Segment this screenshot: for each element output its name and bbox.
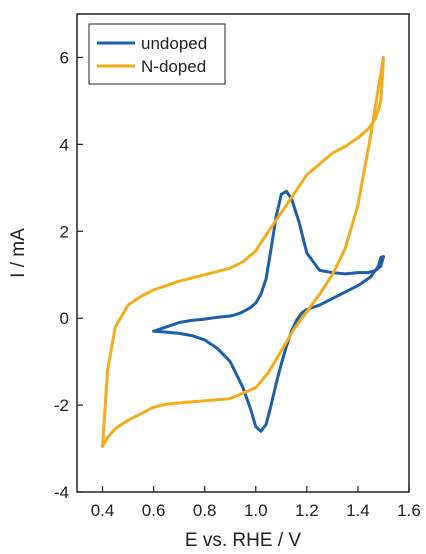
x-tick-label: 0.4 [91, 501, 115, 520]
legend-box [88, 23, 226, 85]
y-tick-label: 4 [60, 135, 69, 154]
x-axis-title: E vs. RHE / V [185, 530, 301, 551]
x-tick-label: 1.6 [397, 501, 421, 520]
x-tick-label: 1.2 [295, 501, 319, 520]
x-tick-label: 0.8 [193, 501, 217, 520]
x-tick-label: 1.4 [346, 501, 370, 520]
legend-label-undoped: undoped [141, 34, 207, 53]
x-tick-label: 0.6 [142, 501, 166, 520]
series-line-undoped [152, 189, 385, 433]
plot-frame [76, 13, 410, 493]
legend-label-n-doped: N-doped [141, 57, 206, 76]
y-tick-label: 2 [60, 222, 69, 241]
y-tick-label: 0 [60, 309, 69, 328]
y-tick-label: 6 [60, 48, 69, 67]
series-lines [101, 56, 385, 448]
x-tick-label: 1.0 [244, 501, 268, 520]
axis-ticks: 0.4 0.6 0.8 1.0 1.2 1.4 1.6 -4 -2 0 2 4 6 [54, 48, 421, 520]
y-tick-label: -2 [54, 396, 69, 415]
series-line-n-doped [101, 56, 385, 448]
legend: undoped N-doped [88, 23, 226, 85]
y-axis-title: I / mA [8, 228, 29, 278]
y-tick-label: -4 [54, 483, 69, 502]
